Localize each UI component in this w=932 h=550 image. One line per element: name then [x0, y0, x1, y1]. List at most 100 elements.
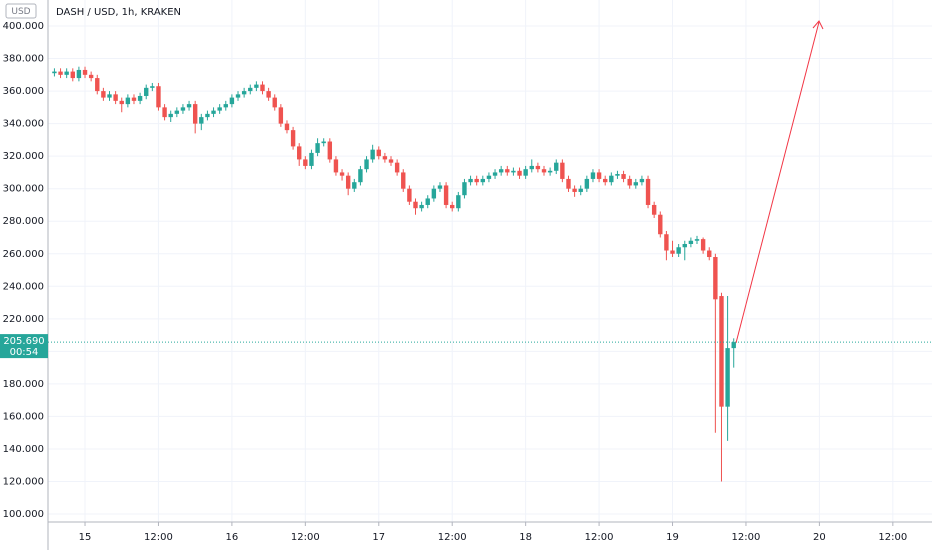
candle-body [431, 188, 437, 199]
candle-body [713, 257, 718, 300]
candle-body [229, 97, 235, 105]
x-tick-label: 18 [519, 532, 532, 543]
y-tick-label: 280.000 [3, 216, 44, 227]
y-tick-label: 380.000 [3, 54, 44, 65]
candle-body [327, 141, 333, 160]
y-tick-label: 220.000 [3, 314, 44, 325]
candle-body [725, 348, 730, 407]
candle-body [107, 94, 112, 98]
candle-body [462, 182, 467, 196]
candle-body [437, 185, 443, 189]
candle-body [205, 113, 210, 118]
currency[interactable]: USD [11, 7, 30, 17]
candle-body [199, 117, 204, 124]
candle-body [345, 175, 351, 189]
candle-body [651, 204, 657, 215]
candle-body [486, 175, 492, 179]
candle-body [676, 247, 681, 254]
candle-body [590, 172, 596, 179]
candle-body [694, 239, 700, 241]
candle-body [603, 178, 608, 183]
x-tick-label: 17 [372, 532, 385, 543]
candle-body [474, 178, 479, 183]
candle-body [664, 234, 669, 251]
candle-body [303, 159, 308, 166]
candle-body [633, 182, 639, 186]
candle-body [144, 87, 149, 96]
candle-body [670, 250, 675, 254]
candle-body [278, 107, 284, 124]
countdown: 00:54 [10, 347, 39, 358]
candle-body [64, 71, 69, 75]
candle-body [517, 170, 522, 176]
candle-body [266, 91, 271, 98]
candle-body [523, 169, 528, 176]
candle-body [450, 204, 455, 209]
candle-body [480, 178, 486, 183]
candle-body [645, 178, 651, 205]
candle-body [290, 130, 296, 147]
candle-body [174, 110, 180, 114]
candle-body [248, 87, 253, 92]
candle-body [615, 174, 620, 176]
candle-body [309, 152, 314, 166]
chart-title: DASH / USD, 1h, KRAKEN [56, 7, 181, 18]
y-tick-label: 260.000 [3, 249, 44, 260]
candle-body [113, 94, 118, 101]
candle-body [707, 250, 712, 258]
candle-body [52, 71, 57, 74]
candle-body [180, 107, 186, 111]
candle-body [364, 159, 369, 170]
candle-body [352, 182, 357, 189]
candle-body [719, 296, 724, 407]
candle-body [731, 342, 736, 349]
y-tick-label: 340.000 [3, 119, 44, 130]
candle-body [125, 97, 131, 105]
candle-body [156, 86, 161, 108]
candle-body [468, 178, 473, 183]
x-tick-label: 20 [813, 532, 826, 543]
y-tick-label: 360.000 [3, 86, 44, 97]
candle-body [376, 149, 381, 157]
candle-body [584, 178, 590, 189]
candle-body [401, 172, 406, 189]
candle-body [388, 159, 394, 163]
candle-body [186, 104, 192, 108]
candle-body [101, 91, 106, 98]
x-tick-label: 12:00 [878, 532, 907, 543]
currency-box[interactable] [5, 3, 37, 19]
candle-body [407, 188, 412, 202]
drawing-arrow [735, 20, 824, 344]
candle-body [700, 239, 706, 251]
price-label-box [0, 334, 48, 359]
candle-body [578, 188, 583, 192]
candle-body [535, 165, 541, 170]
candle-body [333, 159, 339, 173]
candle-body [272, 97, 277, 108]
candle-body [688, 240, 694, 245]
candle-body [419, 204, 424, 209]
y-tick-label: 300.000 [3, 184, 44, 195]
candle-body [547, 170, 553, 173]
candle-body [370, 149, 375, 160]
candle-body [621, 174, 626, 179]
grid [48, 0, 932, 522]
candle-body [88, 74, 94, 79]
candle-body [58, 71, 63, 75]
candle-body [284, 123, 290, 131]
candle-body [297, 146, 302, 160]
candle-body [639, 178, 645, 183]
candle-body [609, 175, 614, 183]
candle-body [339, 172, 345, 176]
y-tick-label: 240.000 [3, 281, 44, 292]
candle-body [382, 156, 388, 160]
candle-body [627, 178, 632, 186]
candle-body [658, 214, 663, 235]
candle-body [443, 185, 449, 205]
y-tick-label: 140.000 [3, 444, 44, 455]
candle-body [511, 170, 516, 173]
x-tick-label: 12:00 [585, 532, 614, 543]
candle-body [168, 113, 173, 118]
candle-body [150, 86, 155, 88]
